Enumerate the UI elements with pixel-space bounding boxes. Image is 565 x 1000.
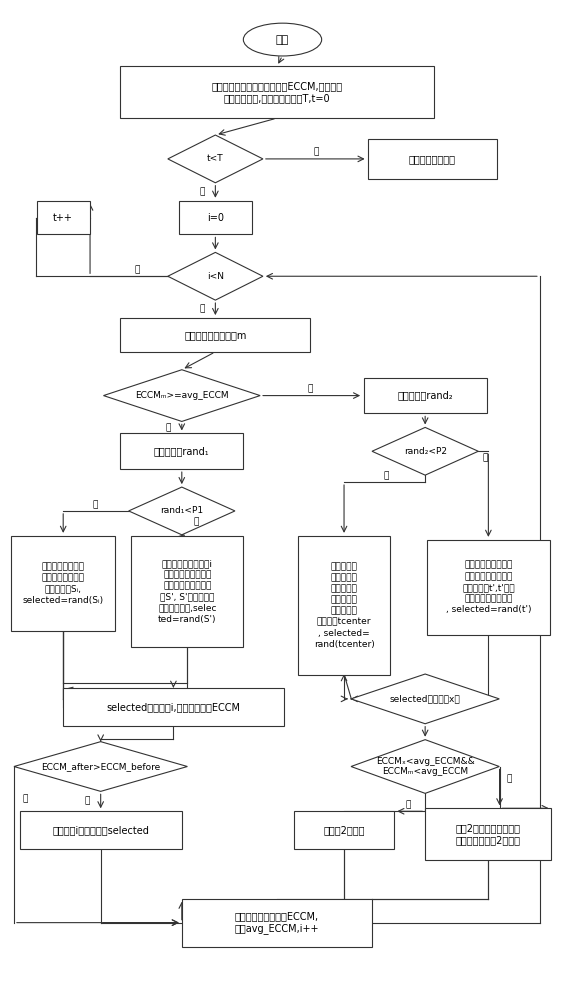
Polygon shape xyxy=(351,674,499,724)
Text: 是: 是 xyxy=(383,472,389,481)
Text: 将这2个模块内的节点重
新聚类形成新的2个模块: 将这2个模块内的节点重 新聚类形成新的2个模块 xyxy=(456,823,521,845)
Text: 找到个体的直接和
间接一级邻居节点
，得到集合Sᵢ,
selected=rand(Sᵢ): 找到个体的直接和 间接一级邻居节点 ，得到集合Sᵢ, selected=rand… xyxy=(23,562,104,605)
FancyBboxPatch shape xyxy=(364,378,486,413)
FancyBboxPatch shape xyxy=(132,536,244,647)
Text: 是: 是 xyxy=(199,187,205,196)
Text: 否: 否 xyxy=(134,266,140,275)
FancyBboxPatch shape xyxy=(120,66,433,118)
Ellipse shape xyxy=(244,23,321,56)
Text: i=0: i=0 xyxy=(207,213,224,223)
FancyBboxPatch shape xyxy=(20,811,182,849)
Text: 产生随机数rand₂: 产生随机数rand₂ xyxy=(397,391,453,401)
Text: 是: 是 xyxy=(199,305,205,314)
Text: 是: 是 xyxy=(405,801,411,810)
Polygon shape xyxy=(168,252,263,300)
FancyBboxPatch shape xyxy=(179,201,252,234)
Text: ECCM_after>ECCM_before: ECCM_after>ECCM_before xyxy=(41,762,160,771)
Text: 否: 否 xyxy=(23,794,28,803)
Text: t++: t++ xyxy=(53,213,73,223)
Text: rand₂<P2: rand₂<P2 xyxy=(403,447,447,456)
Text: 找到该模块
聚类中心不
在该模块内
的直接和一
级间接邻居
节点集合tcenter
, selected=
rand(tcenter): 找到该模块 聚类中心不 在该模块内 的直接和一 级间接邻居 节点集合tcente… xyxy=(314,562,375,649)
Polygon shape xyxy=(129,487,235,535)
Text: 否: 否 xyxy=(483,454,488,463)
Text: i<N: i<N xyxy=(207,272,224,281)
Text: 产生随机数rand₁: 产生随机数rand₁ xyxy=(154,446,210,456)
Text: 否: 否 xyxy=(194,517,199,526)
Text: 重新计算每个模块的ECCM,
以及avg_ECCM,i++: 重新计算每个模块的ECCM, 以及avg_ECCM,i++ xyxy=(234,911,319,934)
Polygon shape xyxy=(14,742,188,791)
Text: 输出蛋白质复合物: 输出蛋白质复合物 xyxy=(409,154,456,164)
Text: 计算每个初始模块模块紧密度ECCM,并得到平
均模块紧密度,设置迭代次数为T,t=0: 计算每个初始模块模块紧密度ECCM,并得到平 均模块紧密度,设置迭代次数为T,t… xyxy=(211,81,342,103)
Text: 否: 否 xyxy=(506,774,512,783)
Text: 删除个体i，加入节点selected: 删除个体i，加入节点selected xyxy=(52,825,149,835)
FancyBboxPatch shape xyxy=(182,899,372,947)
Text: 开始: 开始 xyxy=(276,35,289,45)
FancyBboxPatch shape xyxy=(368,139,497,179)
Polygon shape xyxy=(351,740,499,793)
Text: 找到模块内剩余节点
的直接和一级间接邻
居节点集合t',t'中的
节点都不在该模块内
, selected=rand(t'): 找到模块内剩余节点 的直接和一级间接邻 居节点集合t',t'中的 节点都不在该模… xyxy=(446,561,531,614)
Text: 找到模块内除去节点i
后其他节点的直接和
一级间接邻居节点集
合S', S'中的节点都
不在该模块内,selec
ted=rand(S'): 找到模块内除去节点i 后其他节点的直接和 一级间接邻居节点集 合S', S'中的… xyxy=(158,559,216,624)
Text: selected已在某块x中: selected已在某块x中 xyxy=(390,694,460,703)
Text: selected替换个体i,计算替换后的ECCM: selected替换个体i,计算替换后的ECCM xyxy=(106,702,241,712)
Text: ECCMₘ>=avg_ECCM: ECCMₘ>=avg_ECCM xyxy=(135,391,229,400)
FancyBboxPatch shape xyxy=(425,808,551,860)
FancyBboxPatch shape xyxy=(120,433,244,469)
FancyBboxPatch shape xyxy=(37,201,90,234)
FancyBboxPatch shape xyxy=(120,318,311,352)
FancyBboxPatch shape xyxy=(11,536,115,631)
Text: 否: 否 xyxy=(314,147,319,156)
FancyBboxPatch shape xyxy=(427,540,550,635)
FancyBboxPatch shape xyxy=(63,688,284,726)
Text: 是: 是 xyxy=(85,797,90,806)
Polygon shape xyxy=(372,427,479,475)
Text: ECCMₓ<avg_ECCM&&
ECCMₘ<avg_ECCM: ECCMₓ<avg_ECCM&& ECCMₘ<avg_ECCM xyxy=(376,757,475,776)
Text: t<T: t<T xyxy=(207,154,224,163)
FancyBboxPatch shape xyxy=(294,811,394,849)
Text: 找到个体所在的群体m: 找到个体所在的群体m xyxy=(184,330,246,340)
Text: 是: 是 xyxy=(93,500,98,509)
Polygon shape xyxy=(168,135,263,183)
FancyBboxPatch shape xyxy=(298,536,390,675)
Text: rand₁<P1: rand₁<P1 xyxy=(160,506,203,515)
Text: 否: 否 xyxy=(308,384,313,393)
Text: 是: 是 xyxy=(166,423,171,432)
Polygon shape xyxy=(103,370,260,421)
Text: 合并这2个模块: 合并这2个模块 xyxy=(323,825,365,835)
